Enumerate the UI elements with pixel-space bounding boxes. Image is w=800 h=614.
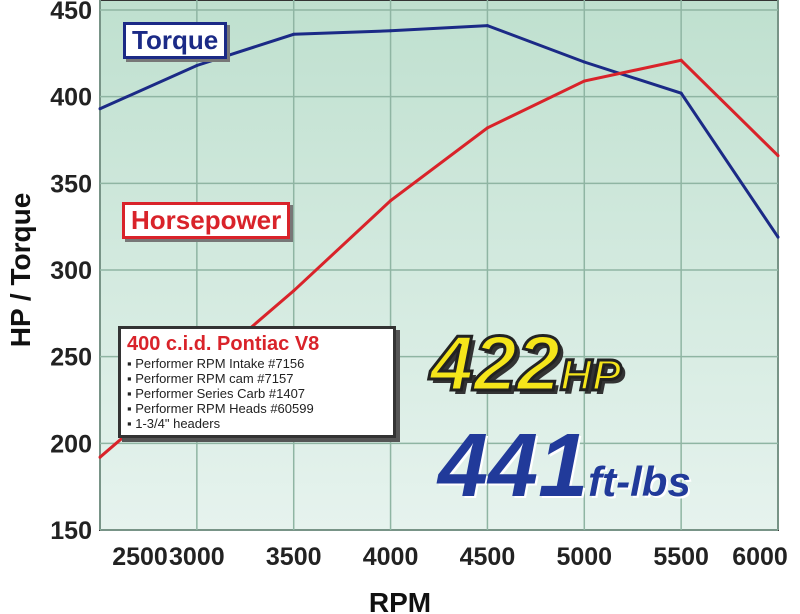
y-axis-label: HP / Torque <box>5 193 36 348</box>
y-tick-label: 450 <box>50 0 92 25</box>
peak-hp-callout: 422HP <box>428 318 623 409</box>
spec-item: 1-3/4" headers <box>127 416 387 431</box>
x-tick-label: 4500 <box>460 543 516 571</box>
engine-spec-box: 400 c.i.d. Pontiac V8 Performer RPM Inta… <box>118 326 396 438</box>
torque-point <box>98 107 102 111</box>
torque-point <box>582 60 586 64</box>
spec-item: Performer RPM Intake #7156 <box>127 356 387 371</box>
torque-point <box>389 29 393 33</box>
y-tick-label: 400 <box>50 84 92 112</box>
torque-point <box>776 235 780 239</box>
horsepower-point <box>98 455 102 459</box>
spec-item: Performer Series Carb #1407 <box>127 386 387 401</box>
spec-title: 400 c.i.d. Pontiac V8 <box>127 333 320 355</box>
x-tick-label: 3500 <box>266 543 322 571</box>
horsepower-point <box>776 154 780 158</box>
torque-legend-label: Torque <box>123 22 228 59</box>
x-tick-label: 3000 <box>169 543 225 571</box>
horsepower-legend-label: Horsepower <box>122 202 291 239</box>
x-tick-label: 5500 <box>653 543 709 571</box>
torque-value: 441 <box>438 416 589 516</box>
torque-point <box>292 32 296 36</box>
horsepower-point <box>679 58 683 62</box>
y-tick-label: 250 <box>50 344 92 372</box>
horsepower-point <box>485 126 489 130</box>
y-tick-label: 150 <box>50 517 92 545</box>
torque-point <box>679 91 683 95</box>
torque-point <box>485 24 489 28</box>
y-tick-label: 300 <box>50 257 92 285</box>
x-tick-label: 5000 <box>556 543 612 571</box>
torque-line <box>99 24 780 238</box>
torque-unit: ft-lbs <box>588 458 691 505</box>
torque-point <box>195 63 199 67</box>
x-tick-label: 4000 <box>363 543 419 571</box>
hp-unit: HP <box>559 350 623 402</box>
horsepower-point <box>582 79 586 83</box>
x-axis-label: RPM <box>369 587 431 614</box>
peak-torque-callout: 441ft-lbs <box>438 415 691 518</box>
spec-item: Performer RPM cam #7157 <box>127 371 387 386</box>
hp-value: 422 <box>428 318 561 409</box>
horsepower-point <box>292 289 296 293</box>
horsepower-point <box>389 199 393 203</box>
y-tick-label: 200 <box>50 430 92 458</box>
y-tick-label: 350 <box>50 170 92 198</box>
x-tick-label: 2500 <box>112 543 168 571</box>
x-tick-label: 6000 <box>732 543 788 571</box>
spec-item: Performer RPM Heads #60599 <box>127 401 387 416</box>
